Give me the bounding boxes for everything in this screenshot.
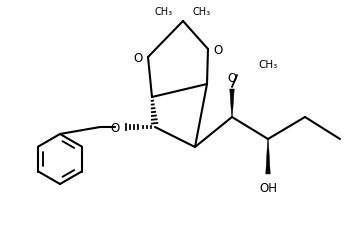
Text: O: O	[133, 51, 143, 64]
Text: CH₃: CH₃	[258, 60, 277, 70]
Text: O: O	[227, 71, 236, 84]
Polygon shape	[266, 139, 270, 174]
Text: O: O	[110, 121, 120, 134]
Text: CH₃: CH₃	[155, 7, 173, 17]
Text: OH: OH	[259, 181, 277, 194]
Text: O: O	[213, 43, 223, 56]
Polygon shape	[230, 90, 234, 118]
Text: CH₃: CH₃	[193, 7, 211, 17]
